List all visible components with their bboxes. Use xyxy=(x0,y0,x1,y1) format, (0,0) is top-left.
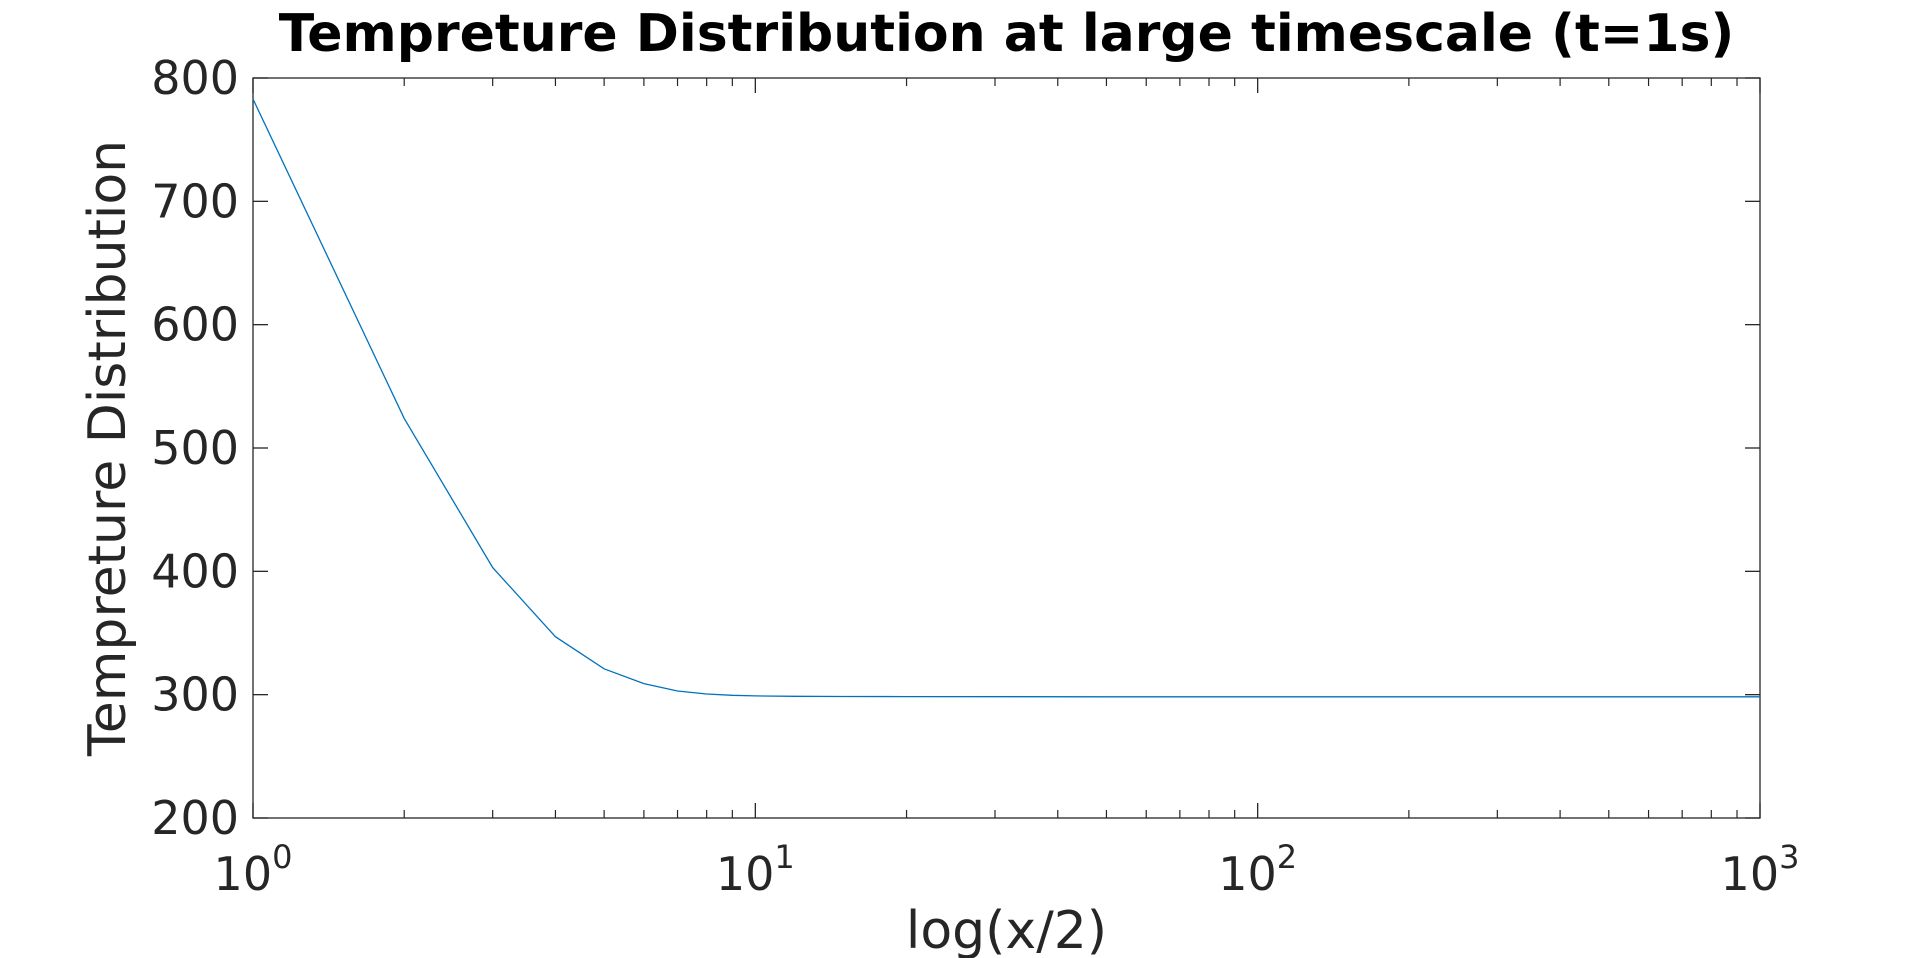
y-tick-label: 800 xyxy=(151,51,239,105)
y-tick-label: 700 xyxy=(151,174,239,228)
plot-frame xyxy=(252,77,1761,819)
x-tick-label: 103 xyxy=(1721,838,1800,901)
x-tick-labels: 100 101 102 103 xyxy=(214,838,1800,901)
chart-title: Tempreture Distribution at large timesca… xyxy=(279,4,1735,64)
minor-ticks xyxy=(403,78,1738,818)
y-axis-label: Tempreture Distribution xyxy=(78,140,138,757)
x-tick-label: 100 xyxy=(214,838,293,901)
x-tick-label: 102 xyxy=(1218,838,1297,901)
y-tick-label: 200 xyxy=(151,791,239,845)
y-tick-label: 600 xyxy=(151,298,239,352)
major-ticks xyxy=(252,77,1761,819)
y-tick-label: 300 xyxy=(151,668,239,722)
x-tick-label: 101 xyxy=(716,838,795,901)
series-layer xyxy=(252,98,1760,698)
plot-area xyxy=(252,77,1761,819)
x-axis-label: log(x/2) xyxy=(906,901,1107,958)
y-tick-label: 500 xyxy=(151,421,239,475)
y-tick-labels: 200 300 400 500 600 700 800 xyxy=(151,51,239,845)
y-tick-label: 400 xyxy=(151,544,239,598)
series-line xyxy=(252,98,1760,698)
